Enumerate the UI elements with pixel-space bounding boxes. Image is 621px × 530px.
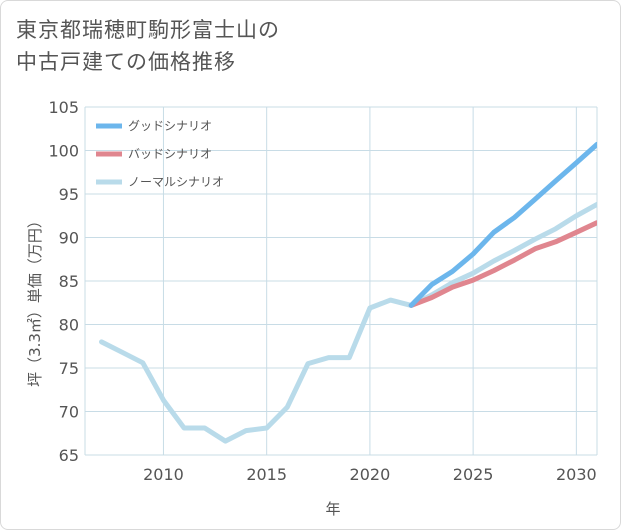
chart-title-line-1: 東京都瑞穂町駒形富士山の [16, 18, 280, 42]
legend-label: バッドシナリオ [128, 147, 212, 161]
x-tick-label: 2020 [350, 465, 391, 484]
chart-title: 東京都瑞穂町駒形富士山の 中古戸建ての価格推移 [16, 14, 576, 78]
series-line-1 [408, 220, 597, 308]
x-tick-label: 2025 [453, 465, 494, 484]
x-axis-title: 年 [325, 500, 340, 518]
tick-labels: 65 70 75 80 85 90 95 100 105 2010 2015 2020 2025 2030 [48, 98, 596, 484]
legend-label: ノーマルシナリオ [128, 175, 224, 189]
y-tick-label: 105 [48, 98, 79, 117]
series-lines [99, 141, 597, 444]
y-tick-label: 75 [59, 359, 79, 378]
x-tick-label: 2030 [556, 465, 597, 484]
x-tick-label: 2015 [246, 465, 287, 484]
legend-label: グッドシナリオ [128, 119, 212, 133]
y-tick-label: 65 [59, 446, 79, 465]
x-tick-label: 2010 [143, 465, 184, 484]
y-tick-label: 100 [48, 142, 79, 161]
y-tick-label: 95 [59, 185, 79, 204]
y-tick-label: 85 [59, 272, 79, 291]
y-tick-label: 90 [59, 229, 79, 248]
series-line-0 [408, 141, 597, 308]
series-line-2 [99, 201, 597, 444]
chart-title-line-2: 中古戸建ての価格推移 [16, 50, 236, 74]
y-tick-label: 80 [59, 316, 79, 335]
y-tick-label: 70 [59, 403, 79, 422]
y-axis-title: 坪（3.3㎡）単価（万円） [26, 213, 44, 387]
